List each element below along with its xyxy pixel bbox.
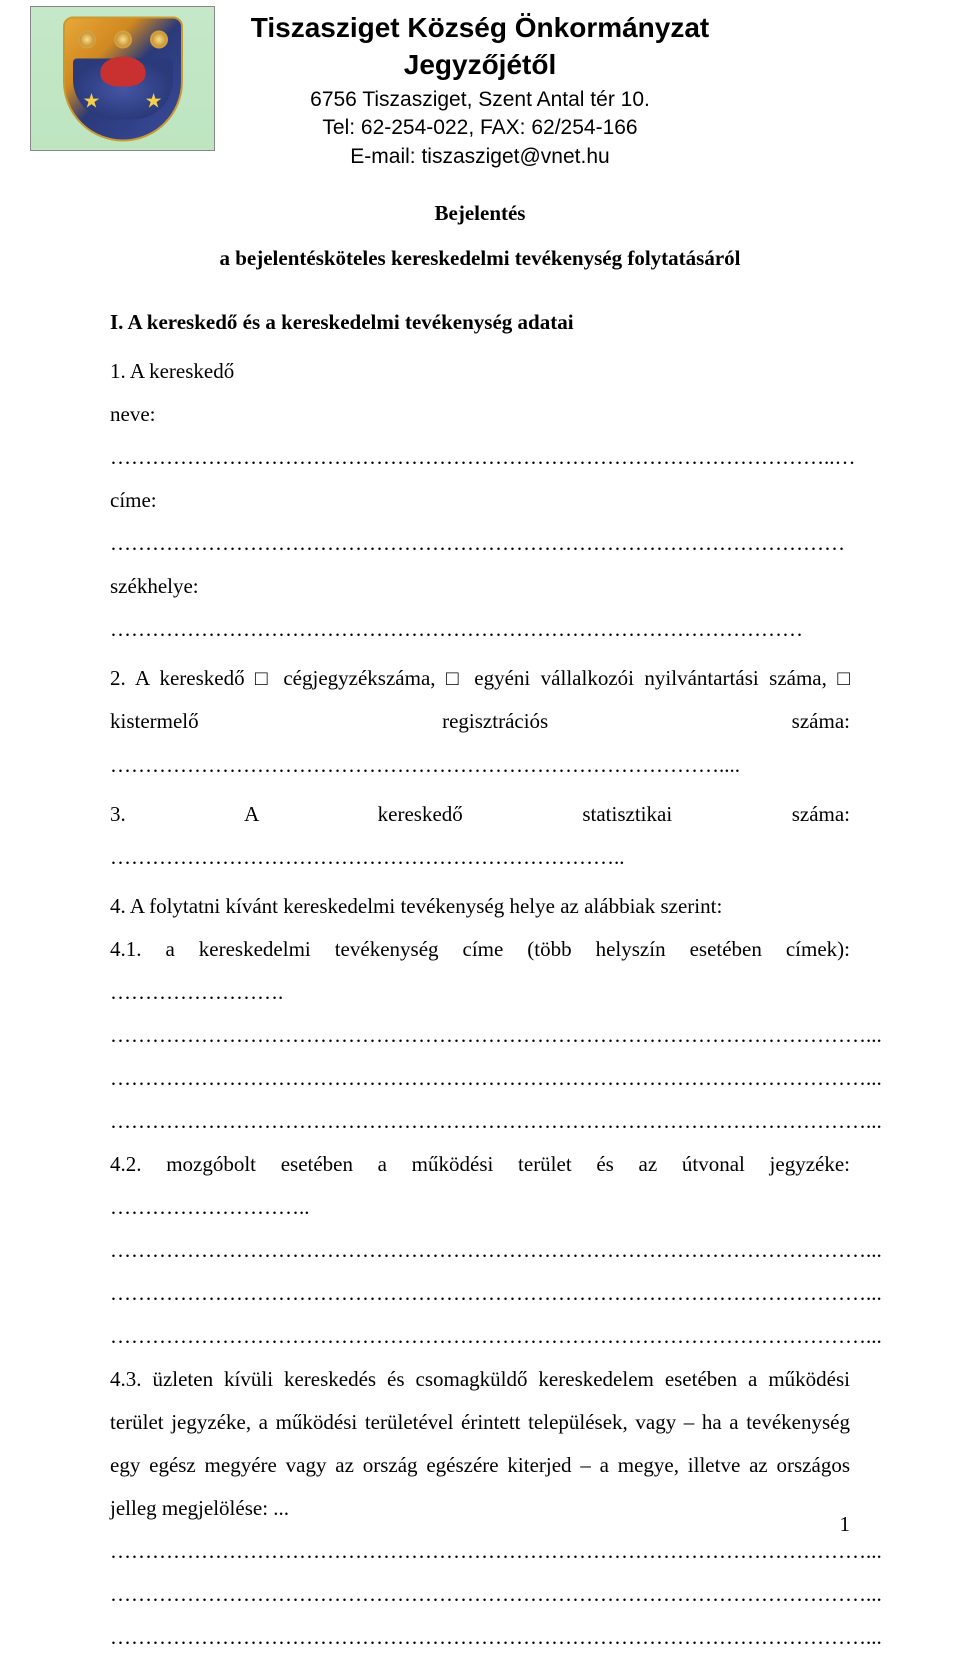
document-title: Bejelentés xyxy=(110,201,850,226)
header-email: E-mail: tiszasziget@vnet.hu xyxy=(110,143,850,171)
page-number: 1 xyxy=(840,1512,851,1537)
dots-line-4: ………………………………………………………………………………………………... xyxy=(110,1229,850,1272)
item-4-3: 4.3. üzleten kívüli kereskedés és csomag… xyxy=(110,1358,850,1530)
document-header: Tiszasziget Község Önkormányzat Jegyzőjé… xyxy=(110,10,850,171)
item-4-1: 4.1. a kereskedelmi tevékenység címe (tö… xyxy=(110,928,850,1014)
item-2: 2. A kereskedő □ cégjegyzékszáma, □ egyé… xyxy=(110,657,850,786)
header-address: 6756 Tiszasziget, Szent Antal tér 10. xyxy=(110,86,850,114)
org-name-line2: Jegyzőjétől xyxy=(110,47,850,82)
section-1-heading: I. A kereskedő és a kereskedelmi tevéken… xyxy=(110,301,850,344)
dots-line-6: ………………………………………………………………………………………………... xyxy=(110,1315,850,1358)
dots-line-9: ………………………………………………………………………………………………... xyxy=(110,1616,850,1659)
org-name-line1: Tiszasziget Község Önkormányzat xyxy=(110,10,850,45)
dots-line-2: ………………………………………………………………………………………………... xyxy=(110,1057,850,1100)
field-szekhelye: székhelye: ……………………………………………………………………………… xyxy=(110,565,850,651)
field-neve: neve: …………………………………………………………………………………………… xyxy=(110,393,850,479)
dots-line-8: ………………………………………………………………………………………………... xyxy=(110,1573,850,1616)
header-phone: Tel: 62-254-022, FAX: 62/254-166 xyxy=(110,114,850,142)
dots-line-7: ………………………………………………………………………………………………... xyxy=(110,1530,850,1573)
coat-of-arms: ★ ★ xyxy=(30,6,215,151)
dots-line-5: ………………………………………………………………………………………………... xyxy=(110,1272,850,1315)
item-4-2: 4.2. mozgóbolt esetében a működési terül… xyxy=(110,1143,850,1229)
dots-line-1: ………………………………………………………………………………………………... xyxy=(110,1014,850,1057)
field-cime: címe: …………………………………………………………………………………………… xyxy=(110,479,850,565)
document-body: I. A kereskedő és a kereskedelmi tevéken… xyxy=(110,301,850,1659)
item-3: 3. A kereskedő statisztikai száma: ……………… xyxy=(110,793,850,879)
dots-line-3: ………………………………………………………………………………………………... xyxy=(110,1100,850,1143)
item-1-label: 1. A kereskedő xyxy=(110,350,850,393)
item-4: 4. A folytatni kívánt kereskedelmi tevék… xyxy=(110,885,850,928)
document-subtitle: a bejelentésköteles kereskedelmi tevéken… xyxy=(110,246,850,271)
